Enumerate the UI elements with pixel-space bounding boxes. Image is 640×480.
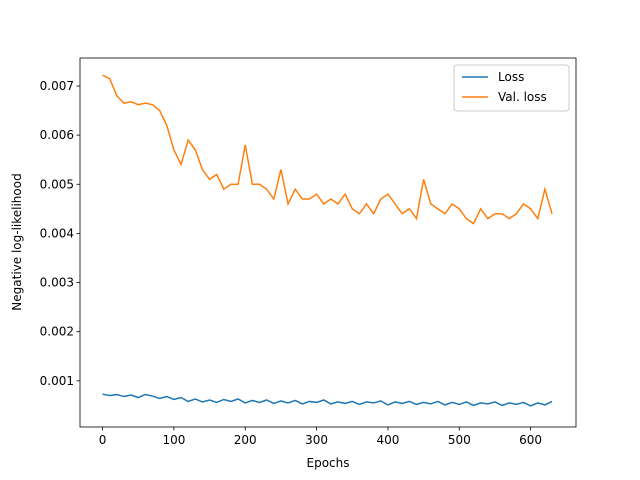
x-tick-label: 100 [162, 433, 185, 447]
x-axis-label: Epochs [307, 456, 350, 470]
x-tick-label: 500 [448, 433, 471, 447]
y-tick-label: 0.001 [40, 374, 74, 388]
y-tick-label: 0.005 [40, 177, 74, 191]
legend-label: Loss [498, 70, 524, 84]
plot-frame [79, 57, 577, 428]
y-axis-label: Negative log-likelihood [10, 173, 24, 310]
x-tick-label: 400 [376, 433, 399, 447]
y-tick-label: 0.004 [40, 226, 74, 240]
x-tick-label: 600 [519, 433, 542, 447]
y-tick-label: 0.006 [40, 128, 74, 142]
series-line [102, 393, 553, 407]
y-tick-label: 0.002 [40, 325, 74, 339]
y-tick-label: 0.007 [40, 79, 74, 93]
x-tick-label: 300 [305, 433, 328, 447]
series-line [102, 74, 553, 225]
x-tick-label: 200 [234, 433, 257, 447]
x-tick-label: 0 [99, 433, 107, 447]
legend-label: Val. loss [498, 90, 547, 104]
y-tick-label: 0.003 [40, 276, 74, 290]
